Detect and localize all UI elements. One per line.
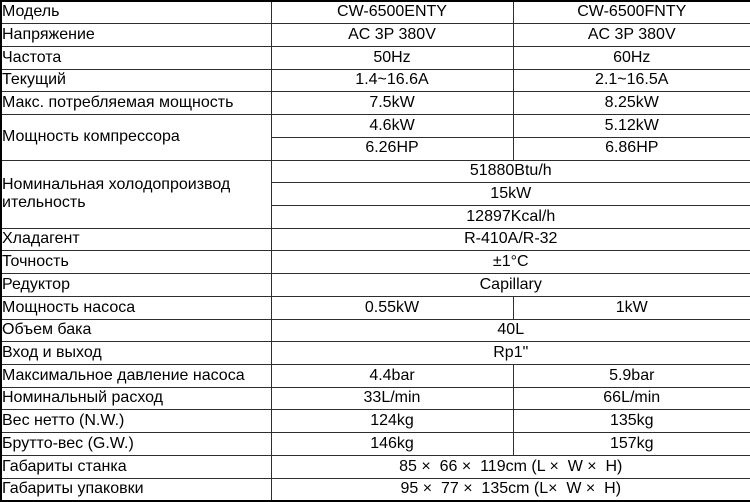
row-cooling-capacity-btu: Номинальная холодопроизвод ительность 51… bbox=[0, 159, 750, 229]
value-cell: CW-6500FNTY bbox=[512, 0, 750, 25]
row-label: Габариты упаковки bbox=[0, 477, 272, 502]
row-label: Номинальный расход bbox=[0, 386, 272, 411]
row-label: Точность bbox=[0, 250, 272, 275]
value-cell: 0.55kW bbox=[270, 295, 514, 320]
value-cell: 157kg bbox=[512, 432, 750, 456]
row-compressor-power-kw: Мощность компрессора 4.6kW 5.12kW bbox=[0, 114, 750, 161]
value-cell: 6.26HP bbox=[270, 136, 514, 161]
value-cell: Rp1" bbox=[270, 341, 750, 365]
value-cell: 4.6kW bbox=[270, 114, 514, 138]
value-cell: 66L/min bbox=[512, 386, 750, 411]
value-cell: CW-6500ENTY bbox=[270, 0, 514, 25]
row-accuracy: Точность ±1°C bbox=[0, 250, 750, 275]
row-current: Текущий 1.4~16.6A 2.1~16.5A bbox=[0, 68, 750, 93]
value-cell: 8.25kW bbox=[512, 91, 750, 116]
value-cell: 1.4~16.6A bbox=[270, 68, 514, 93]
row-label: Вес нетто (N.W.) bbox=[0, 409, 272, 434]
row-inlet-outlet: Вход и выход Rp1" bbox=[0, 341, 750, 365]
row-label: Модель bbox=[0, 0, 272, 25]
value-cell: 95 × 77 × 135cm (L× W × H) bbox=[270, 477, 750, 502]
row-rated-flow: Номинальный расход 33L/min 66L/min bbox=[0, 386, 750, 411]
row-label: Мощность насоса bbox=[0, 295, 272, 320]
value-cell: 33L/min bbox=[270, 386, 514, 411]
row-pump-power: Мощность насоса 0.55kW 1kW bbox=[0, 295, 750, 320]
row-max-power: Макс. потребляемая мощность 7.5kW 8.25kW bbox=[0, 91, 750, 116]
value-cell: 5.12kW bbox=[512, 114, 750, 138]
row-net-weight: Вес нетто (N.W.) 124kg 135kg bbox=[0, 409, 750, 434]
row-label: Макс. потребляемая мощность bbox=[0, 91, 272, 116]
row-refrigerant: Хладагент R-410A/R-32 bbox=[0, 227, 750, 252]
value-cell: 12897Kcal/h bbox=[270, 204, 750, 229]
row-label: Редуктор bbox=[0, 273, 272, 297]
row-label: Хладагент bbox=[0, 227, 272, 252]
value-cell: 146kg bbox=[270, 432, 514, 456]
value-cell: 85 × 66 × 119cm (L × W × H) bbox=[270, 454, 750, 479]
value-cell: 7.5kW bbox=[270, 91, 514, 116]
row-machine-dimensions: Габариты станка 85 × 66 × 119cm (L × W ×… bbox=[0, 454, 750, 479]
value-cell: 2.1~16.5A bbox=[512, 68, 750, 93]
row-label: Габариты станка bbox=[0, 454, 272, 479]
value-cell: 5.9bar bbox=[512, 364, 750, 388]
value-cell: 6.86HP bbox=[512, 136, 750, 161]
row-tank-volume: Объем бака 40L bbox=[0, 318, 750, 343]
row-frequency: Частота 50Hz 60Hz bbox=[0, 45, 750, 70]
row-gross-weight: Брутто-вес (G.W.) 146kg 157kg bbox=[0, 432, 750, 456]
value-cell: R-410A/R-32 bbox=[270, 227, 750, 252]
row-voltage: Напряжение AC 3P 380V AC 3P 380V bbox=[0, 23, 750, 47]
row-label: Номинальная холодопроизвод ительность bbox=[0, 159, 272, 229]
row-label: Объем бака bbox=[0, 318, 272, 343]
value-cell: AC 3P 380V bbox=[512, 23, 750, 47]
row-max-pump-pressure: Максимальное давление насоса 4.4bar 5.9b… bbox=[0, 364, 750, 388]
row-model: Модель CW-6500ENTY CW-6500FNTY bbox=[0, 0, 750, 25]
row-label: Напряжение bbox=[0, 23, 272, 47]
row-expansion-device: Редуктор Capillary bbox=[0, 273, 750, 297]
row-label: Частота bbox=[0, 45, 272, 70]
row-cooling-capacity-kw: 15kW bbox=[1, 182, 750, 206]
value-cell: 40L bbox=[270, 318, 750, 343]
value-cell: 15kW bbox=[270, 182, 750, 206]
value-cell: 1kW bbox=[512, 295, 750, 320]
value-cell: AC 3P 380V bbox=[270, 23, 514, 47]
row-label: Текущий bbox=[0, 68, 272, 93]
value-cell: ±1°C bbox=[270, 250, 750, 275]
row-label: Вход и выход bbox=[0, 341, 272, 365]
row-label: Мощность компрессора bbox=[0, 114, 272, 161]
value-cell: 60Hz bbox=[512, 45, 750, 70]
value-cell: 124kg bbox=[270, 409, 514, 434]
value-cell: 50Hz bbox=[270, 45, 514, 70]
row-package-dimensions: Габариты упаковки 95 × 77 × 135cm (L× W … bbox=[0, 477, 750, 502]
value-cell: 135kg bbox=[512, 409, 750, 434]
value-cell: Capillary bbox=[270, 273, 750, 297]
row-label: Брутто-вес (G.W.) bbox=[0, 432, 272, 456]
row-label: Максимальное давление насоса bbox=[0, 364, 272, 388]
value-cell: 51880Btu/h bbox=[270, 159, 750, 184]
value-cell: 4.4bar bbox=[270, 364, 514, 388]
